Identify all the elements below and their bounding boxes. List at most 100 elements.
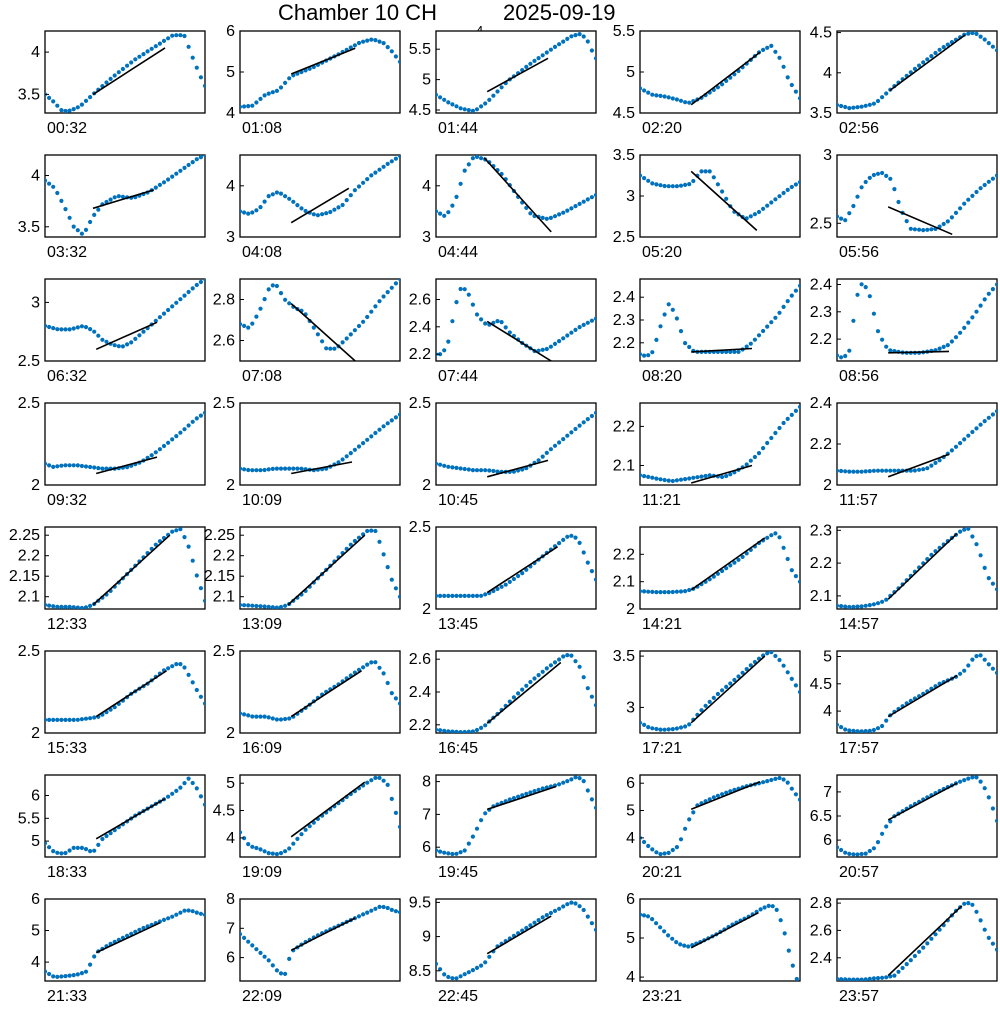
y-tick-label: 2	[422, 477, 431, 494]
data-point	[190, 780, 195, 786]
fit-line	[486, 320, 552, 361]
data-point	[291, 466, 296, 471]
data-point	[446, 851, 451, 856]
data-point	[884, 91, 889, 96]
data-point	[266, 91, 271, 96]
data-point	[524, 791, 529, 796]
data-point	[287, 301, 292, 306]
data-point	[557, 782, 562, 787]
data-point	[642, 176, 647, 181]
data-point	[994, 48, 997, 53]
panel-time-label: 09:32	[47, 492, 87, 509]
data-point	[377, 39, 382, 44]
data-point	[703, 473, 708, 479]
data-point	[377, 904, 382, 910]
data-point	[532, 920, 537, 925]
data-point	[479, 818, 484, 823]
data-point	[361, 912, 366, 917]
data-point	[458, 466, 463, 471]
data-point	[859, 185, 864, 190]
axes-frame	[435, 650, 597, 734]
data-point	[674, 589, 680, 594]
data-point	[781, 663, 786, 668]
data-point	[642, 589, 647, 594]
data-point	[71, 107, 76, 112]
data-point	[377, 539, 382, 544]
data-point	[250, 714, 255, 719]
data-point	[365, 437, 370, 442]
data-point	[365, 314, 370, 320]
data-point	[487, 468, 492, 473]
data-point	[855, 469, 860, 474]
data-point	[581, 199, 586, 204]
y-tick-label: 3	[626, 188, 635, 205]
data-point	[732, 349, 737, 354]
data-point	[320, 212, 325, 217]
y-tick-label: 2.4	[409, 684, 431, 701]
data-point	[470, 593, 475, 599]
data-point	[365, 38, 370, 43]
data-point	[577, 423, 582, 428]
y-tick-label: 4	[31, 954, 40, 971]
data-point	[884, 975, 889, 980]
data-point	[75, 463, 80, 468]
axes-frame	[239, 402, 401, 486]
data-point	[63, 207, 68, 212]
data-point	[544, 913, 549, 918]
data-point	[83, 847, 89, 852]
data-point	[438, 849, 443, 854]
data-point	[190, 558, 195, 563]
data-point	[593, 192, 596, 198]
data-point	[974, 189, 979, 195]
y-tick-label: 5	[422, 72, 431, 89]
data-point	[766, 903, 771, 909]
data-point	[381, 552, 386, 557]
data-point	[104, 833, 109, 839]
data-point	[839, 468, 844, 474]
data-point	[479, 317, 484, 322]
data-point	[324, 211, 329, 216]
data-point	[843, 353, 848, 359]
data-point	[258, 96, 263, 101]
data-point	[658, 183, 663, 188]
data-point	[125, 63, 130, 68]
data-point	[270, 851, 275, 856]
data-point	[851, 604, 856, 609]
data-point	[129, 60, 134, 65]
y-tick-label: 4	[422, 178, 431, 195]
data-point	[797, 579, 800, 584]
data-point	[71, 224, 76, 229]
data-point	[174, 33, 179, 38]
data-point	[773, 197, 778, 202]
data-point	[843, 604, 848, 609]
data-point	[262, 93, 267, 98]
data-point	[990, 44, 996, 49]
data-point	[190, 286, 195, 291]
data-point	[385, 782, 390, 788]
data-point	[707, 699, 712, 705]
data-point	[837, 353, 840, 358]
panel-time-label: 02:56	[839, 120, 879, 137]
data-point	[385, 905, 390, 911]
series-points	[640, 651, 800, 732]
data-point	[892, 187, 897, 192]
axes-frame	[639, 30, 801, 114]
data-point	[962, 201, 967, 206]
data-point	[569, 653, 574, 658]
data-point	[266, 715, 271, 720]
data-point	[511, 695, 516, 700]
data-point	[324, 346, 329, 351]
data-point	[974, 309, 979, 314]
data-point	[436, 92, 439, 97]
data-point	[540, 454, 545, 459]
data-point	[479, 593, 484, 598]
panel-time-label: 07:44	[438, 368, 478, 385]
panel: 4 5 6 01:08	[226, 23, 401, 137]
data-point	[125, 342, 130, 347]
data-point	[536, 918, 541, 923]
fit-line	[95, 321, 158, 351]
y-tick-label: 2.6	[213, 333, 235, 350]
data-point	[194, 786, 199, 791]
data-point	[941, 221, 946, 227]
y-tick-label: 4	[31, 168, 40, 185]
